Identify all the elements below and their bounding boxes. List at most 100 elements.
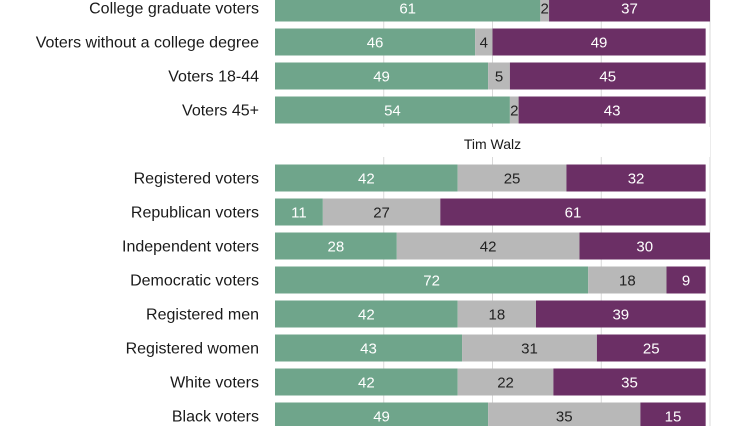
data-label: 42	[480, 239, 497, 256]
bar-segment-a	[275, 402, 489, 430]
bar-segment-b	[588, 266, 667, 294]
bar-row: Voters without a college degree 46 4 49	[36, 28, 706, 56]
bar-segment-c	[536, 300, 706, 328]
data-label: 2	[510, 103, 518, 120]
row-label: Registered women	[126, 341, 259, 358]
bar-row: Republican voters 11 27 61	[131, 198, 706, 226]
data-label: 42	[358, 171, 375, 188]
bar-segment-a	[275, 62, 489, 90]
bar-row: Black voters 49 35 15	[172, 402, 706, 430]
data-label: 28	[328, 239, 345, 256]
bar-row: Voters 18-44 49 5 45	[168, 62, 706, 90]
bar-segment-a	[275, 300, 458, 328]
bar-segment-b	[540, 0, 550, 22]
bar-segment-c	[492, 28, 706, 56]
data-label: 31	[521, 341, 538, 358]
data-label: 42	[358, 375, 375, 392]
bar-row: Registered men 42 18 39	[146, 300, 706, 328]
section-title-band	[275, 127, 710, 157]
bar-segment-a	[275, 96, 510, 124]
data-label: 49	[373, 69, 390, 86]
data-label: 42	[358, 307, 375, 324]
bar-row: Democratic voters 72 18 9	[130, 266, 706, 294]
bar-segment-c	[518, 96, 706, 124]
bar-segment-a	[275, 164, 458, 192]
bar-segment-a	[275, 334, 463, 362]
data-label: 9	[682, 273, 690, 290]
bar-segment-a	[275, 232, 397, 260]
section-title: Tim Walz	[464, 136, 521, 152]
bar-row: College graduate voters 61 2 37	[89, 0, 710, 22]
data-label: 25	[504, 171, 521, 188]
data-label: 18	[489, 307, 506, 324]
bar-segment-c	[596, 334, 706, 362]
data-label: 15	[665, 409, 682, 426]
data-label: 43	[360, 341, 377, 358]
row-label: College graduate voters	[89, 1, 259, 18]
bar-segment-b	[509, 96, 519, 124]
bar-segment-c	[553, 368, 706, 396]
data-label: 11	[291, 205, 307, 222]
bar-segment-c	[666, 266, 706, 294]
data-label: 5	[495, 69, 503, 86]
bar-segment-b	[488, 402, 641, 430]
data-label: 49	[373, 409, 390, 426]
bar-segment-b	[488, 62, 510, 90]
data-label: 22	[497, 375, 514, 392]
bar-segment-c	[640, 402, 706, 430]
bar-segment-c	[566, 164, 706, 192]
row-label: Registered voters	[134, 171, 259, 188]
data-label: 61	[565, 205, 582, 222]
bar-segment-c	[579, 232, 710, 260]
data-label: 18	[619, 273, 636, 290]
bar-row: Voters 45+ 54 2 43	[182, 96, 706, 124]
data-label: 4	[480, 35, 488, 52]
row-label: Black voters	[172, 409, 259, 426]
row-label: White voters	[170, 375, 259, 392]
row-label: Registered men	[146, 307, 259, 324]
bar-segment-a	[275, 368, 458, 396]
bar-segment-c	[440, 198, 706, 226]
bar-row: Registered women 43 31 25	[126, 334, 706, 362]
data-label: 25	[643, 341, 660, 358]
data-label: 35	[621, 375, 638, 392]
data-label: 45	[599, 69, 616, 86]
row-label: Independent voters	[122, 239, 259, 256]
row-label: Voters without a college degree	[36, 35, 259, 52]
row-label: Voters 45+	[182, 103, 259, 120]
data-label: 43	[604, 103, 621, 120]
bar-segment-b	[457, 300, 536, 328]
bar-segment-a	[275, 28, 476, 56]
data-label: 54	[384, 103, 401, 120]
row-label: Republican voters	[131, 205, 259, 222]
bar-segment-b	[475, 28, 493, 56]
bar-row: Registered voters 42 25 32	[134, 164, 706, 192]
bar-segment-c	[509, 62, 706, 90]
bar-segment-b	[322, 198, 441, 226]
data-label: 30	[636, 239, 653, 256]
bar-segment-b	[396, 232, 580, 260]
data-label: 27	[373, 205, 390, 222]
row-label: Voters 18-44	[168, 69, 259, 86]
bar-segment-a	[275, 0, 541, 22]
data-label: 49	[591, 35, 608, 52]
bar-segment-b	[457, 164, 567, 192]
data-label: 61	[399, 1, 416, 18]
data-label: 32	[628, 171, 645, 188]
bar-row: White voters 42 22 35	[170, 368, 706, 396]
bar-segment-c	[549, 0, 710, 22]
data-label: 37	[621, 1, 638, 18]
data-label: 72	[423, 273, 440, 290]
data-label: 39	[612, 307, 629, 324]
bar-segment-b	[462, 334, 597, 362]
data-label: 2	[541, 1, 549, 18]
data-label: 35	[556, 409, 573, 426]
bar-segment-b	[457, 368, 554, 396]
data-label: 46	[367, 35, 384, 52]
row-label: Democratic voters	[130, 273, 259, 290]
bar-segment-a	[275, 198, 323, 226]
bar-segment-a	[275, 266, 589, 294]
bar-row: Independent voters 28 42 30	[122, 232, 710, 260]
